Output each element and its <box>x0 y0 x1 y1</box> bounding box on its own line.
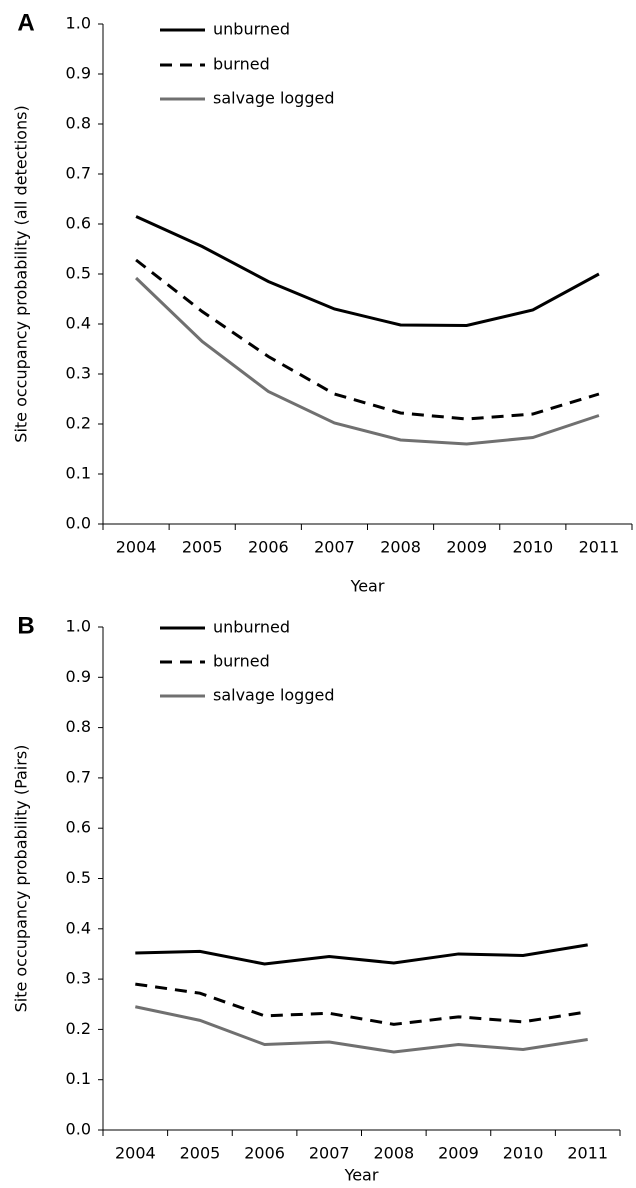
y-tick-label: 0.5 <box>66 868 91 887</box>
x-tick-label: 2007 <box>309 1144 350 1163</box>
y-tick-label: 0.4 <box>66 918 91 937</box>
y-tick-label: 0.0 <box>66 514 91 533</box>
x-tick-label: 2005 <box>182 538 223 557</box>
x-tick-label: 2010 <box>503 1144 544 1163</box>
y-tick-label: 0.3 <box>66 969 91 988</box>
y-tick-label: 0.1 <box>66 464 91 483</box>
y-tick-label: 0.5 <box>66 264 91 283</box>
series-line <box>135 276 600 446</box>
legend-label: salvage logged <box>213 686 335 705</box>
x-tick-label: 2004 <box>116 538 157 557</box>
x-tick-label: 2011 <box>579 538 620 557</box>
panel-label: A <box>17 9 34 36</box>
x-tick-label: 2011 <box>567 1144 608 1163</box>
y-axis-label: Site occupancy probability (Pairs) <box>12 745 31 1013</box>
x-tick-label: 2009 <box>438 1144 479 1163</box>
y-tick-label: 0.2 <box>66 414 91 433</box>
x-tick-label: 2005 <box>180 1144 221 1163</box>
series-line <box>135 982 588 1026</box>
x-tick-label: 2008 <box>380 538 421 557</box>
panel-label: B <box>17 612 34 639</box>
y-tick-label: 0.6 <box>66 214 91 233</box>
y-tick-label: 0.7 <box>66 164 91 183</box>
y-tick-label: 0.8 <box>66 717 91 736</box>
y-tick-label: 0.2 <box>66 1019 91 1038</box>
y-tick-label: 0.1 <box>66 1069 91 1088</box>
x-tick-label: 2008 <box>373 1144 414 1163</box>
x-axis-label: Year <box>344 1166 379 1185</box>
legend-label: salvage logged <box>213 89 335 108</box>
x-tick-label: 2004 <box>115 1144 156 1163</box>
series-line <box>135 215 600 328</box>
y-tick-label: 0.0 <box>66 1120 91 1139</box>
series-line <box>135 1005 588 1054</box>
x-axis-label: Year <box>350 577 385 596</box>
y-tick-label: 1.0 <box>66 14 91 33</box>
legend-label: unburned <box>213 618 290 637</box>
y-tick-label: 0.4 <box>66 314 91 333</box>
x-tick-label: 2010 <box>512 538 553 557</box>
y-tick-label: 0.6 <box>66 818 91 837</box>
y-tick-label: 0.7 <box>66 767 91 786</box>
legend-label: unburned <box>213 20 290 39</box>
x-tick-label: 2009 <box>446 538 487 557</box>
y-tick-label: 0.9 <box>66 667 91 686</box>
y-tick-label: 0.3 <box>66 364 91 383</box>
y-tick-label: 1.0 <box>66 617 91 636</box>
x-tick-label: 2006 <box>248 538 289 557</box>
y-tick-label: 0.9 <box>66 64 91 83</box>
x-tick-label: 2007 <box>314 538 355 557</box>
series-line <box>135 943 588 966</box>
y-tick-label: 0.8 <box>66 114 91 133</box>
legend-label: burned <box>213 652 270 671</box>
legend-label: burned <box>213 55 270 74</box>
series-line <box>135 258 600 421</box>
y-axis-label: Site occupancy probability (all detectio… <box>12 105 31 442</box>
x-tick-label: 2006 <box>244 1144 285 1163</box>
